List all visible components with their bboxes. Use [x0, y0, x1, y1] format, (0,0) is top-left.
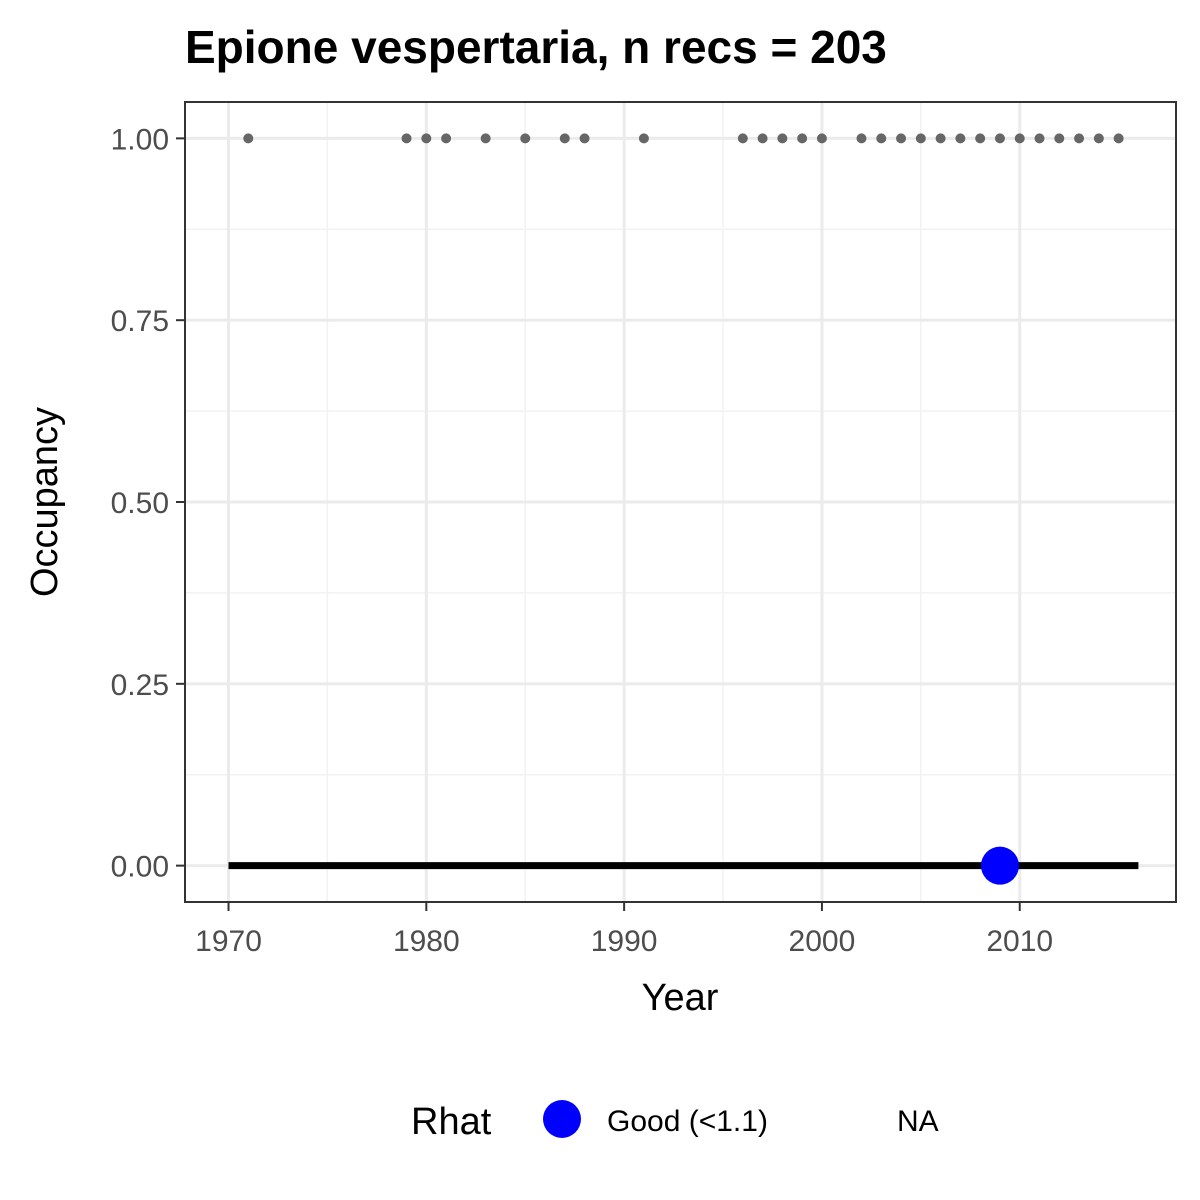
record-point — [579, 133, 590, 144]
y-axis-title: Occupancy — [24, 407, 66, 597]
record-point — [1074, 133, 1085, 144]
record-point — [520, 133, 531, 144]
x-tick-label: 2010 — [986, 925, 1053, 958]
legend: Rhat Good (<1.1) NA — [411, 1100, 939, 1143]
record-point — [955, 133, 966, 144]
record-point — [994, 133, 1005, 144]
record-point — [1093, 133, 1104, 144]
legend-label-good: Good (<1.1) — [607, 1105, 768, 1138]
record-point — [1014, 133, 1025, 144]
record-point — [559, 133, 570, 144]
x-axis: 1970 1980 1990 2000 2010 — [195, 902, 1053, 958]
record-point — [421, 133, 432, 144]
series-layer — [228, 133, 1139, 885]
y-axis: 0.00 0.25 0.50 0.75 1.00 — [111, 123, 185, 884]
y-tick-label: 0.75 — [111, 305, 169, 338]
record-point — [816, 133, 827, 144]
y-tick-label: 0.50 — [111, 487, 169, 520]
y-tick-label: 0.00 — [111, 851, 169, 884]
record-point — [1113, 133, 1124, 144]
chart-title: Epione vespertaria, n recs = 203 — [185, 21, 887, 73]
record-point — [935, 133, 946, 144]
record-point — [797, 133, 808, 144]
record-point — [401, 133, 412, 144]
record-point — [876, 133, 887, 144]
legend-title: Rhat — [411, 1101, 492, 1143]
record-point — [638, 133, 649, 144]
record-point — [737, 133, 748, 144]
record-point — [915, 133, 926, 144]
record-point — [1054, 133, 1065, 144]
x-axis-title: Year — [642, 977, 719, 1019]
legend-label-na: NA — [897, 1105, 939, 1138]
y-tick-label: 1.00 — [111, 123, 169, 156]
x-tick-label: 1990 — [591, 925, 658, 958]
record-point — [441, 133, 452, 144]
record-point — [757, 133, 768, 144]
record-point — [480, 133, 491, 144]
record-point — [856, 133, 867, 144]
x-tick-label: 1970 — [195, 925, 262, 958]
legend-key-good — [543, 1100, 581, 1138]
record-point — [1034, 133, 1045, 144]
y-tick-label: 0.25 — [111, 669, 169, 702]
record-point — [777, 133, 788, 144]
x-tick-label: 2000 — [789, 925, 856, 958]
x-tick-label: 1980 — [393, 925, 460, 958]
record-point — [243, 133, 254, 144]
record-point — [975, 133, 986, 144]
rhat-point — [980, 846, 1019, 885]
record-point — [896, 133, 907, 144]
